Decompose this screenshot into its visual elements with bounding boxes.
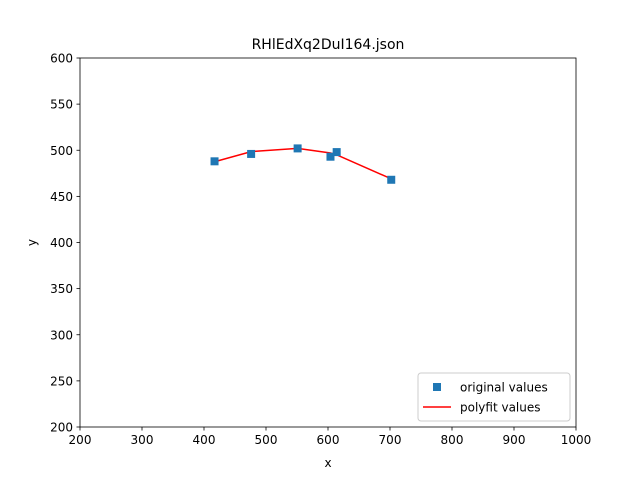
x-tick-label: 900 bbox=[503, 433, 526, 447]
x-tick-label: 500 bbox=[255, 433, 278, 447]
y-tick-label: 300 bbox=[50, 328, 73, 342]
y-tick-label: 450 bbox=[50, 190, 73, 204]
data-point bbox=[247, 149, 256, 158]
y-axis-label: y bbox=[25, 239, 39, 246]
y-tick-label: 600 bbox=[50, 52, 73, 66]
x-axis-label: x bbox=[324, 456, 331, 470]
x-tick-label: 300 bbox=[131, 433, 154, 447]
y-tick-label: 500 bbox=[50, 144, 73, 158]
x-tick-label: 400 bbox=[193, 433, 216, 447]
x-tick-label: 600 bbox=[317, 433, 340, 447]
data-point bbox=[387, 175, 396, 184]
legend-box bbox=[417, 372, 571, 422]
x-tick-label: 200 bbox=[69, 433, 92, 447]
x-tick-label: 700 bbox=[379, 433, 402, 447]
chart-title: RHlEdXq2DuI164.json bbox=[252, 37, 405, 53]
y-tick-label: 550 bbox=[50, 98, 73, 112]
y-tick-label: 200 bbox=[50, 421, 73, 435]
legend-label-original: original values bbox=[460, 381, 548, 395]
x-tick-label: 1000 bbox=[561, 433, 592, 447]
polyfit-line bbox=[214, 147, 392, 180]
y-tick-label: 350 bbox=[50, 282, 73, 296]
y-tick-label: 250 bbox=[50, 374, 73, 388]
data-point bbox=[332, 148, 341, 157]
y-tick-label: 400 bbox=[50, 236, 73, 250]
legend: original values polyfit values bbox=[417, 372, 571, 422]
legend-label-polyfit: polyfit values bbox=[460, 401, 541, 415]
x-tick-label: 800 bbox=[441, 433, 464, 447]
data-point bbox=[326, 152, 335, 161]
data-point bbox=[293, 144, 302, 153]
legend-marker-original bbox=[433, 383, 441, 391]
data-point bbox=[210, 157, 219, 166]
